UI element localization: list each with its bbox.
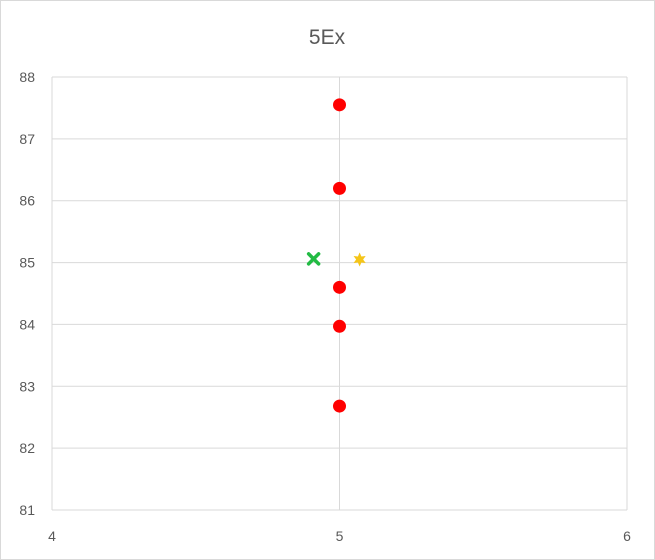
y-tick-label: 86	[19, 193, 35, 209]
data-point	[333, 181, 346, 195]
y-tick-label: 85	[19, 255, 35, 271]
y-tick-label: 88	[19, 69, 35, 85]
y-tick-label: 87	[19, 131, 35, 147]
y-tick-label: 83	[19, 378, 35, 394]
x-tick-label: 6	[623, 528, 631, 544]
x-tick-label: 5	[336, 528, 344, 544]
cross-stroke	[306, 252, 321, 266]
data-point-cross	[306, 252, 321, 266]
data-marks	[306, 98, 366, 413]
data-point	[333, 98, 346, 112]
data-point	[333, 280, 346, 294]
data-point	[333, 399, 346, 413]
data-point	[333, 319, 346, 333]
y-tick-label: 84	[19, 316, 35, 332]
y-tick-label: 82	[19, 440, 35, 456]
x-tick-label: 4	[48, 528, 56, 544]
tick-labels: 81 82 83 84 85 86 87 88 4 5 6	[19, 69, 631, 544]
data-point-star	[353, 252, 366, 267]
chart-title: 5Ex	[309, 26, 346, 49]
y-tick-label: 81	[19, 502, 35, 518]
